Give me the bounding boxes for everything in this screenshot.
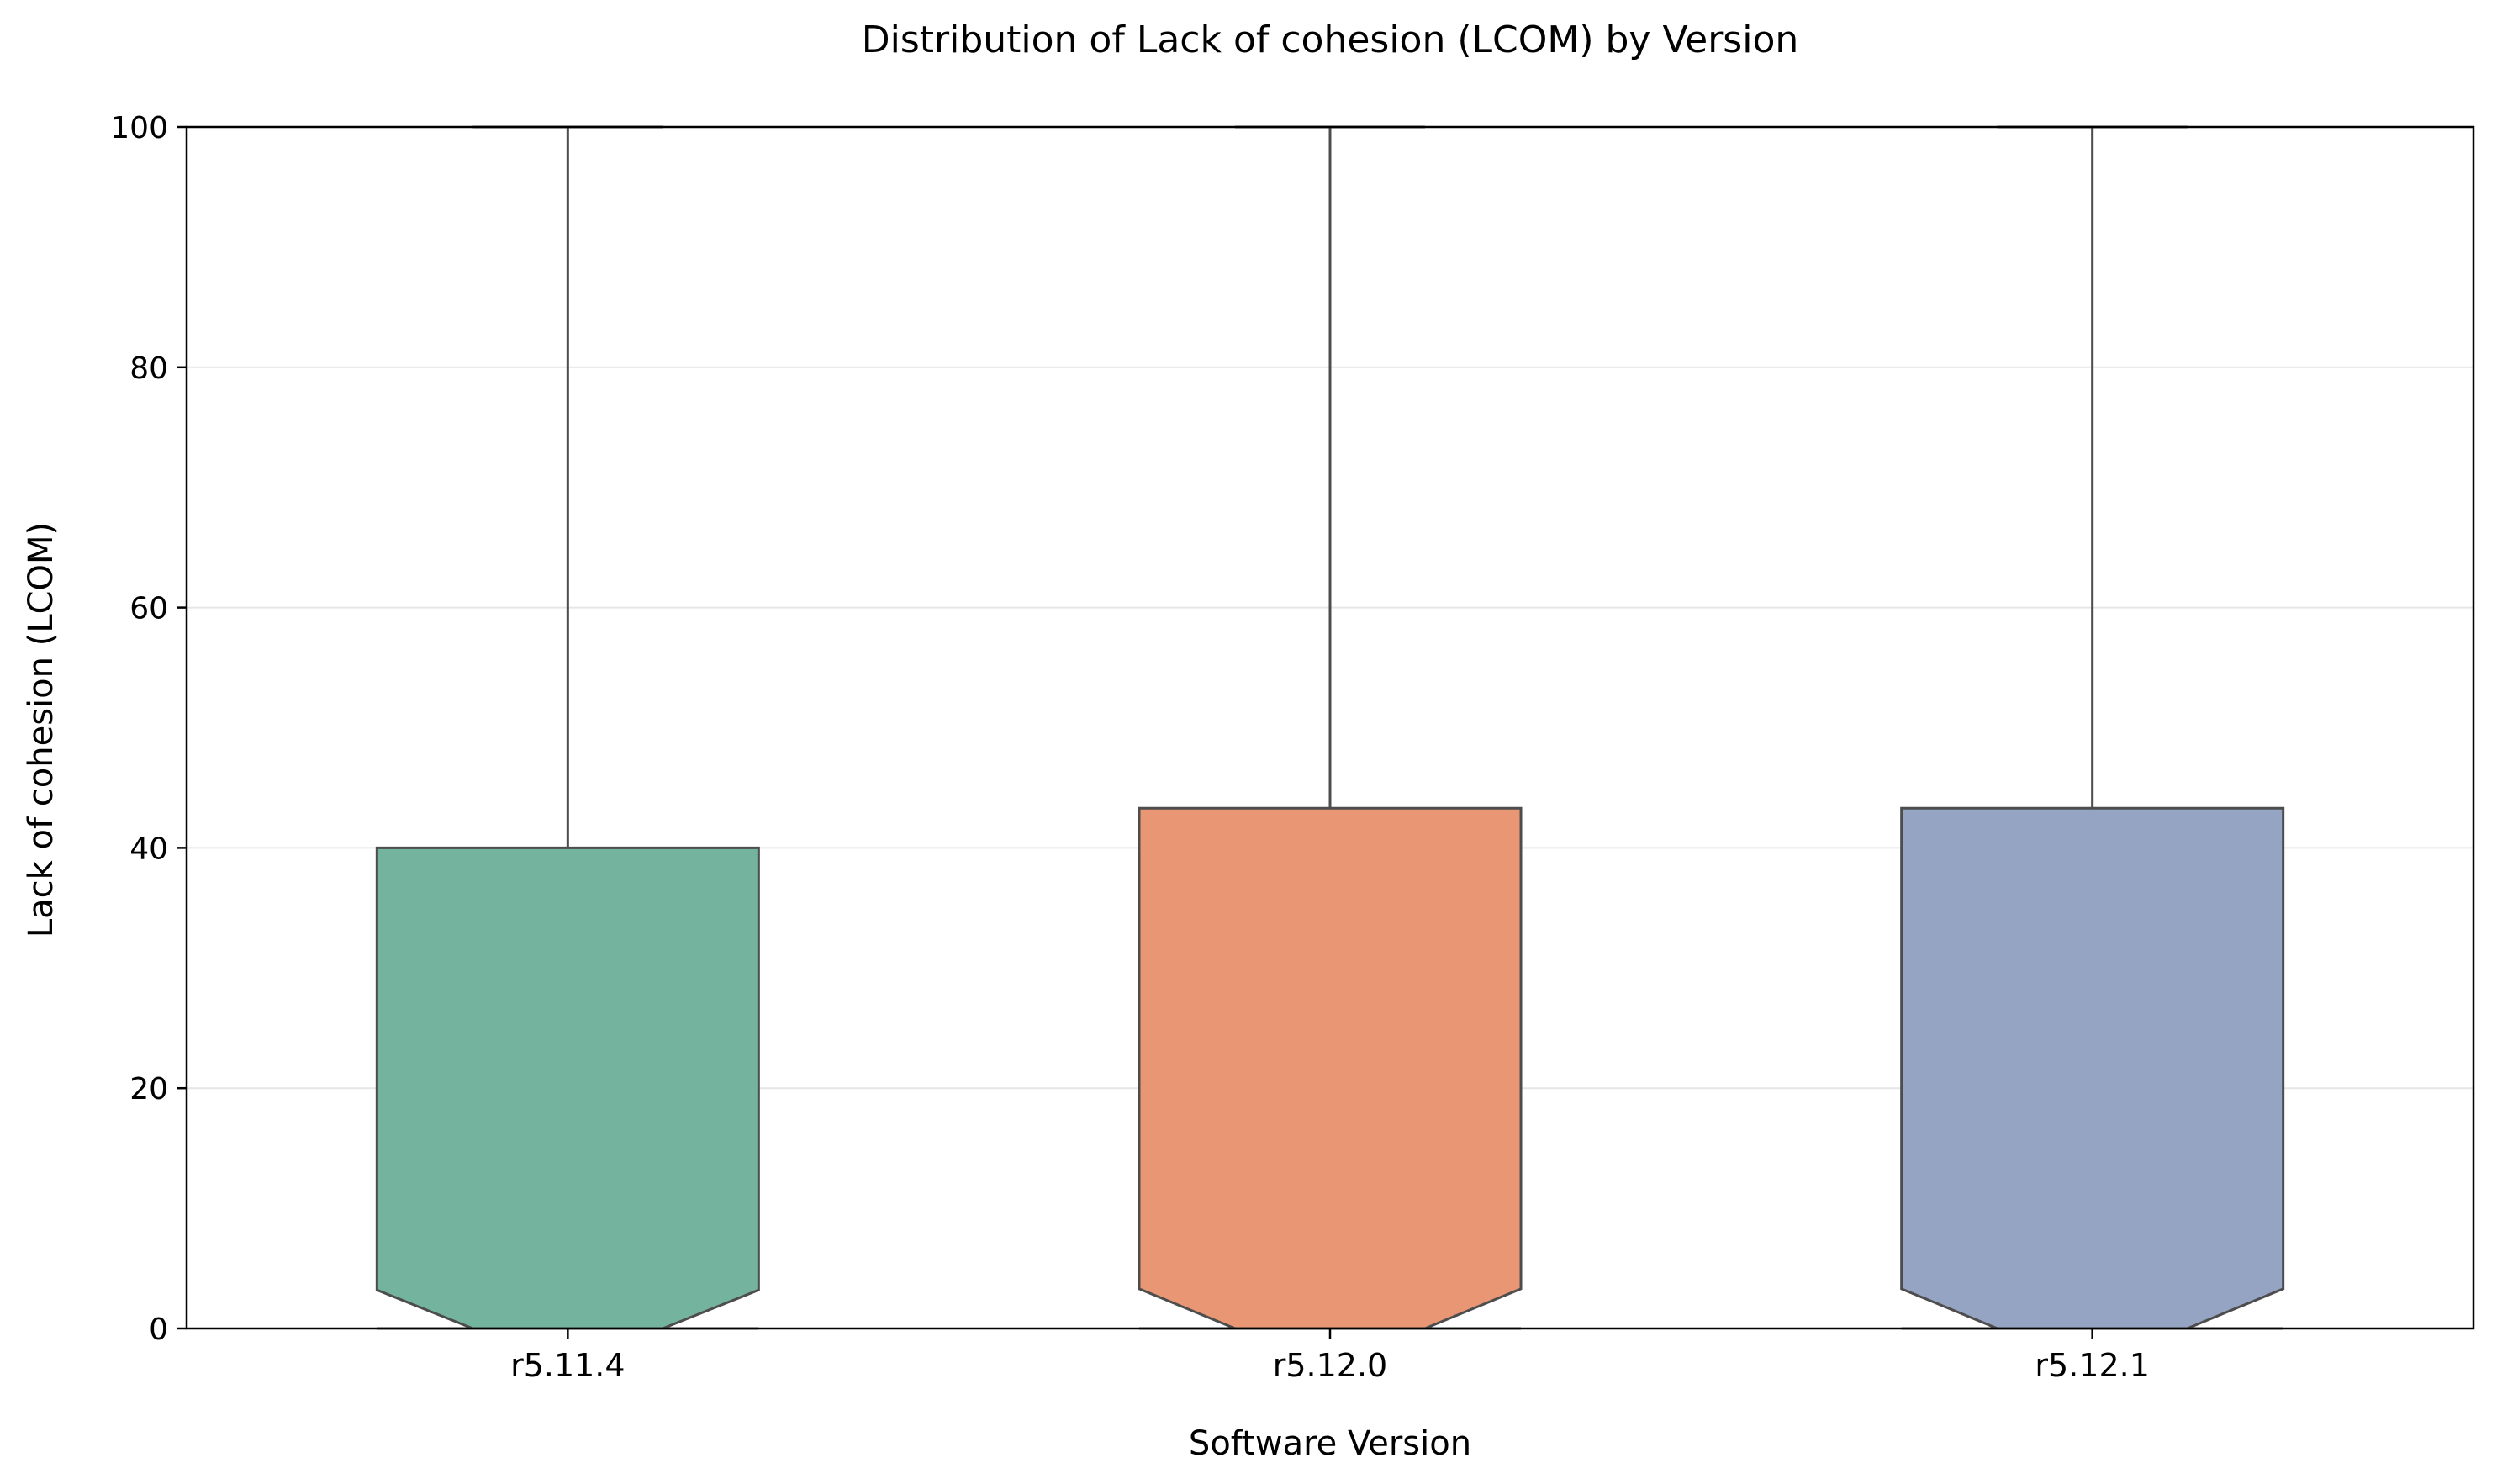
y-tick-label: 80 xyxy=(129,351,168,386)
boxes xyxy=(375,125,2285,1330)
y-tick-label: 0 xyxy=(149,1312,168,1347)
y-tick-label: 40 xyxy=(129,832,168,866)
box-body xyxy=(1138,806,1523,1330)
y-tick-label: 100 xyxy=(110,111,168,145)
box-body xyxy=(375,846,760,1330)
x-tick-label: r5.12.0 xyxy=(1273,1347,1388,1384)
x-tick-label: r5.11.4 xyxy=(510,1347,626,1384)
y-tick-label: 60 xyxy=(129,592,168,626)
box-body xyxy=(1900,806,2285,1330)
axis-ticks: 0 20 40 60 80 100 r5.11.4 r5.12.0 r5.12.1 xyxy=(110,111,2150,1384)
y-axis-label: Lack of cohesion (LCOM) xyxy=(22,522,61,937)
x-axis-label: Software Version xyxy=(1189,1424,1471,1463)
x-tick-label: r5.12.1 xyxy=(2035,1347,2150,1384)
y-tick-label: 20 xyxy=(129,1072,168,1106)
chart-title: Distribution of Lack of cohesion (LCOM) … xyxy=(862,18,1799,61)
